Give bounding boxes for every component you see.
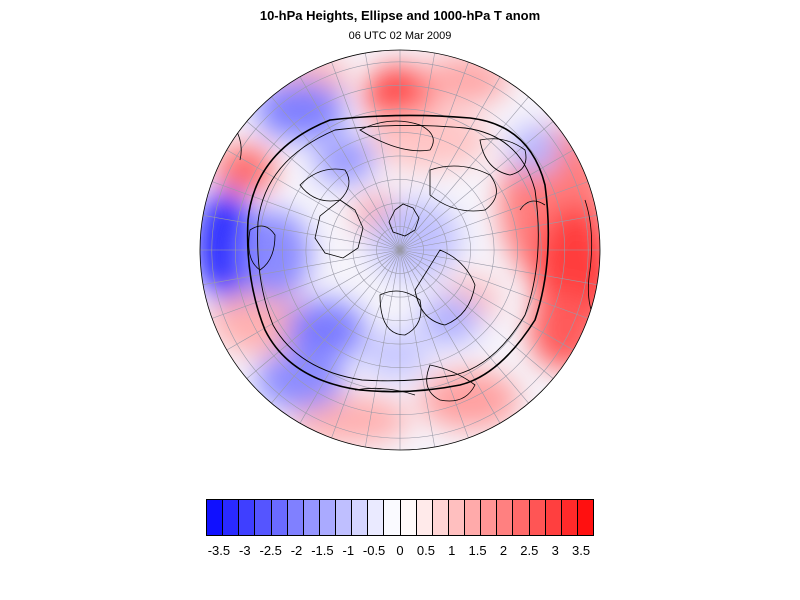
colorbar-swatch bbox=[368, 500, 385, 535]
meridian-line bbox=[399, 249, 598, 285]
meridian-line bbox=[246, 121, 401, 251]
meridian-line bbox=[399, 76, 501, 251]
colorbar-swatch bbox=[513, 500, 530, 535]
colorbar-tick-label: -3 bbox=[239, 543, 251, 558]
colorbar-swatch bbox=[303, 500, 320, 535]
meridian-line bbox=[399, 61, 469, 251]
colorbar-swatch bbox=[223, 500, 240, 535]
colorbar-swatch bbox=[561, 500, 578, 535]
colorbar-tick-label: -3.5 bbox=[207, 543, 231, 558]
meridian-line bbox=[399, 121, 554, 251]
colorbar-tick-label: 0 bbox=[396, 543, 404, 558]
meridian-line bbox=[331, 61, 401, 251]
colorbar-swatch bbox=[448, 500, 465, 535]
meridian-line bbox=[211, 181, 401, 251]
meridian-line bbox=[365, 52, 401, 251]
map-title: 10-hPa Heights, Ellipse and 1000-hPa T a… bbox=[259, 8, 541, 23]
colorbar-tick-label: 1.5 bbox=[468, 543, 487, 558]
colorbar-swatch bbox=[400, 500, 417, 535]
meridian-line bbox=[399, 249, 469, 439]
colorbar-swatch bbox=[545, 500, 562, 535]
colorbar-tick-label: 2 bbox=[499, 543, 508, 558]
colorbar-swatch bbox=[319, 500, 336, 535]
colorbar bbox=[206, 499, 594, 536]
colorbar-swatch bbox=[207, 500, 224, 535]
colorbar-swatch bbox=[255, 500, 272, 535]
colorbar-tick-label: -0.5 bbox=[362, 543, 386, 558]
meridian-line bbox=[399, 249, 589, 319]
meridian-line bbox=[299, 249, 401, 424]
colorbar-swatch bbox=[239, 500, 256, 535]
meridian-line bbox=[211, 249, 401, 319]
meridian-line bbox=[399, 249, 574, 351]
map-subtitle: 06 UTC 02 Mar 2009 bbox=[348, 30, 452, 42]
meridian-line bbox=[399, 52, 435, 251]
ellipse-contour-outer bbox=[246, 114, 550, 393]
meridian-line bbox=[299, 76, 401, 251]
meridian-line bbox=[399, 181, 589, 251]
meridian-line bbox=[399, 149, 574, 251]
colorbar-swatch bbox=[352, 500, 369, 535]
meridian-line bbox=[399, 249, 554, 379]
colorbar-swatch bbox=[577, 500, 593, 535]
colorbar-tick-label: 3.5 bbox=[572, 543, 591, 558]
meridian-line bbox=[271, 96, 401, 251]
meridian-line bbox=[399, 249, 501, 424]
colorbar-swatch bbox=[481, 500, 498, 535]
colorbar-swatch bbox=[497, 500, 514, 535]
colorbar-swatch bbox=[336, 500, 353, 535]
meridian-line bbox=[202, 249, 401, 285]
meridian-line bbox=[226, 149, 401, 251]
meridian-line bbox=[399, 96, 529, 251]
meridian-line bbox=[365, 249, 401, 448]
colorbar-swatch bbox=[384, 500, 401, 535]
colorbar-tick-label: -2 bbox=[290, 543, 303, 558]
meridian-line bbox=[399, 249, 529, 404]
colorbar-tick-label: 2.5 bbox=[520, 543, 539, 558]
meridian-line bbox=[399, 215, 598, 251]
colorbar-tick-label: 3 bbox=[551, 543, 559, 558]
colorbar-tick-label: -1.5 bbox=[311, 543, 334, 558]
colorbar-tick-label: -1 bbox=[342, 543, 355, 558]
colorbar-swatch bbox=[287, 500, 304, 535]
graticule bbox=[200, 50, 600, 450]
colorbar-tick-label: 1 bbox=[448, 543, 456, 558]
meridian-line bbox=[226, 249, 401, 351]
meridian-line bbox=[271, 249, 401, 404]
meridian-line bbox=[202, 215, 401, 251]
colorbar-swatch bbox=[271, 500, 288, 535]
colorbar-tick-label: 0.5 bbox=[416, 543, 435, 558]
colorbar-swatch bbox=[416, 500, 433, 535]
colorbar-tick-label: -2.5 bbox=[259, 543, 282, 558]
colorbar-swatch bbox=[529, 500, 546, 535]
meridian-line bbox=[331, 249, 401, 439]
ellipse-contour-inner bbox=[257, 124, 539, 382]
colorbar-swatch bbox=[465, 500, 482, 535]
globe-outline bbox=[199, 49, 601, 451]
meridian-line bbox=[399, 249, 435, 448]
colorbar-swatch bbox=[432, 500, 449, 535]
meridian-line bbox=[246, 249, 401, 379]
